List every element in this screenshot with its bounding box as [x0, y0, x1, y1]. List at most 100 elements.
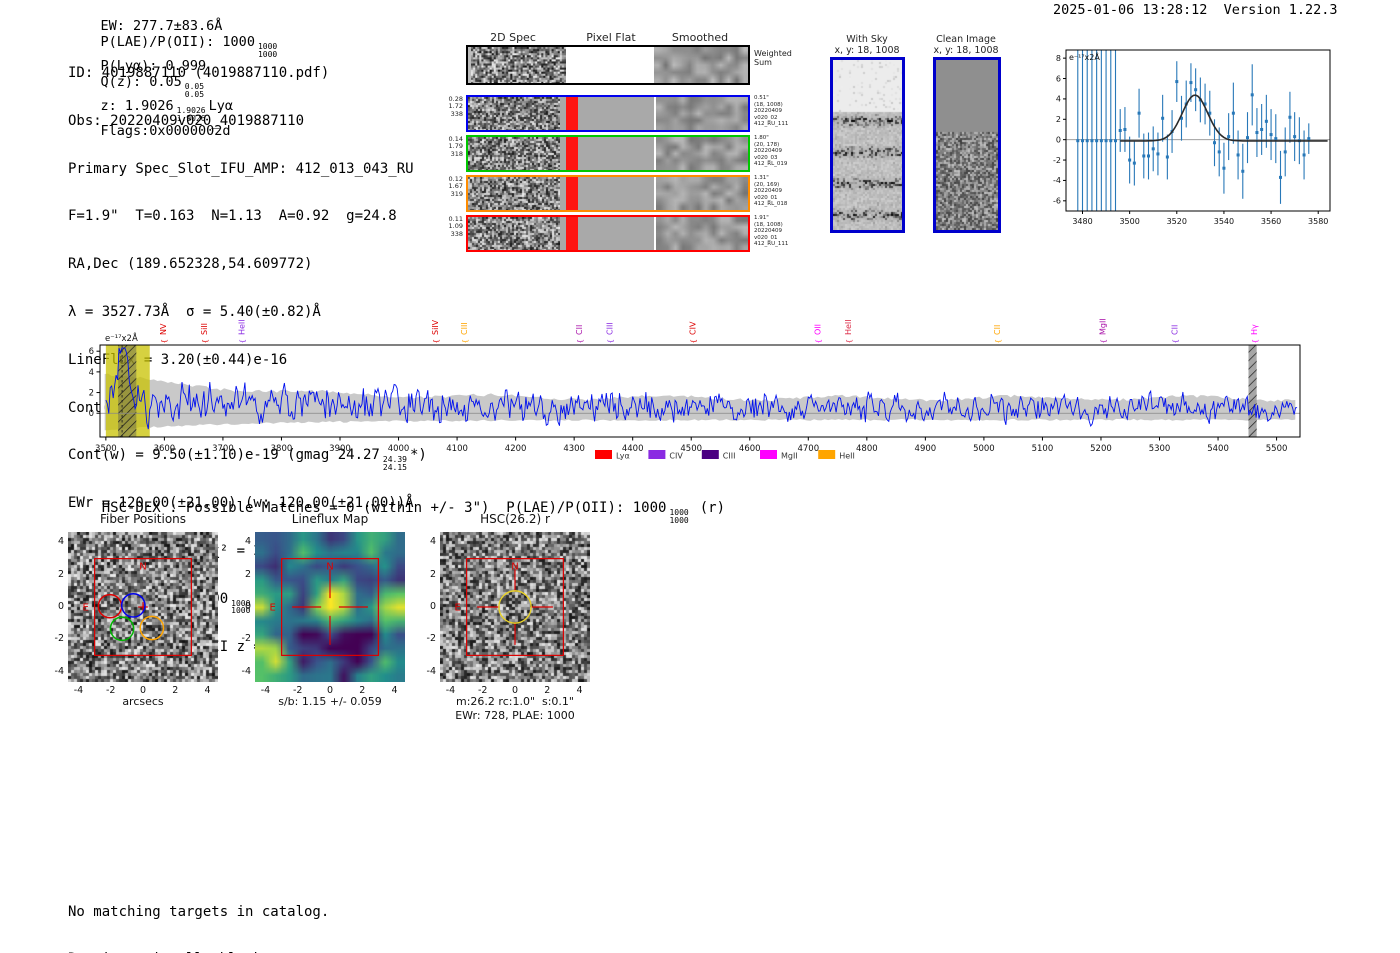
- info-line: Obs: 20220409v020_4019887110: [68, 112, 305, 129]
- svg-text:{: {: [462, 339, 470, 343]
- svg-text:4: 4: [89, 368, 94, 378]
- spec2d-row: 0.12 1.67 319 1.31" (20, 169) 20220409 v020_01…: [441, 175, 792, 212]
- clean-image-frame: [933, 57, 1001, 233]
- axis-tick-label: 4: [391, 685, 398, 696]
- withsky-title: With Sky: [846, 34, 888, 45]
- svg-text:3700: 3700: [212, 444, 234, 454]
- svg-text:2: 2: [1056, 115, 1061, 124]
- svg-text:{: {: [690, 339, 698, 343]
- lineflux-map-title: Lineflux Map: [291, 512, 369, 526]
- svg-text:5300: 5300: [1149, 444, 1171, 454]
- svg-text:-6: -6: [1053, 197, 1061, 206]
- spec2d-title-smooth: Smoothed: [671, 31, 729, 44]
- compass-north-label: N: [139, 562, 146, 573]
- spectral-line-label: CIII: [460, 322, 469, 335]
- svg-text:{: {: [1251, 339, 1259, 343]
- info-line-contw: Cont(w) = 9.50(±1.10)e-19 (gmag 24.27 24.…: [68, 447, 427, 472]
- axis-tick-label: -4: [260, 685, 271, 696]
- header-qz: Q(z): 0.05: [100, 74, 182, 91]
- fiber-circle: [139, 615, 165, 641]
- svg-text:0: 0: [89, 409, 94, 419]
- info-line: ID: 4019887110 (4019887110.pdf): [68, 65, 330, 81]
- axis-tick-label: -2: [426, 633, 436, 645]
- axis-tick-label: 0: [57, 601, 64, 612]
- svg-text:{: {: [815, 339, 823, 343]
- legend-label: MgII: [781, 452, 798, 461]
- footer-line: Row intentionally blank.: [68, 951, 329, 953]
- withsky-image-frame: [830, 57, 905, 233]
- clean-coords: x, y: 18, 1008: [933, 45, 999, 56]
- emission-line-zoom-plot: -6 -4 -2 0 2 4 6 8 3480 3500 3520 3540 3560 3580 e⁻¹⁷x…: [1053, 49, 1331, 226]
- fiber-circle: [109, 616, 135, 642]
- axis-tick-label: -2: [54, 633, 64, 645]
- spectral-line-label: HeII: [844, 319, 853, 335]
- axis-tick-label: 0: [326, 685, 334, 696]
- spectral-line-label: OII: [814, 324, 823, 335]
- compass-east-label: E: [82, 603, 88, 614]
- svg-text:{: {: [202, 339, 210, 343]
- fiber-circle: [120, 593, 146, 618]
- svg-text:3800: 3800: [271, 444, 293, 454]
- header-plya: P(Lyα): 0.999: [100, 58, 207, 75]
- svg-text:6: 6: [89, 347, 94, 357]
- weighted-sum-strip: [466, 45, 750, 85]
- svg-text:5000: 5000: [973, 444, 995, 454]
- axis-tick-label: 2: [57, 568, 64, 580]
- hsc-cutout-title: HSC(26.2) r: [480, 512, 550, 526]
- axis-tick-label: 4: [576, 685, 583, 696]
- axis-tick-label: -2: [292, 685, 303, 696]
- axis-tick-label: -4: [426, 665, 436, 677]
- spec2d-smoothed-image: [654, 47, 748, 83]
- spec2d-row-right-labels: 1.91" (18, 1008) 20220409 v020_01 412_RU_111: [754, 215, 789, 248]
- spec2d-row-left-labels: 0.28 1.72 338: [448, 95, 463, 118]
- spec2d-title-2dspec: 2D Spec: [490, 31, 536, 44]
- axis-tick-label: -4: [241, 665, 251, 677]
- header-plae-frac: 1000 1000: [257, 42, 278, 59]
- withsky-image: [833, 60, 902, 230]
- svg-text:4300: 4300: [563, 444, 585, 454]
- axis-tick-label: 2: [429, 568, 436, 580]
- axis-tick-label: 2: [244, 568, 251, 580]
- compass-east-label: E: [269, 603, 275, 614]
- svg-text:4000: 4000: [388, 444, 410, 454]
- svg-text:{: {: [607, 339, 615, 343]
- bad-column-marker: [566, 177, 578, 210]
- spec2d-noise-image: [470, 47, 566, 83]
- axis-tick-label: 4: [429, 536, 436, 548]
- hsc-cutout-overlay: NE: [454, 558, 564, 656]
- clean-title: Clean Image: [936, 34, 996, 45]
- spec2d-row-right-labels: 0.51" (18, 1008) 20220409 v020_02 412_RU_111: [754, 95, 789, 128]
- info-line: Primary Spec_Slot_IFU_AMP: 412_013_043_R…: [68, 160, 414, 177]
- fiber-circle: [97, 593, 123, 619]
- spec2d-panel: Weighted Sum 0.28 1.72 338 0.51" (18, 1008) 2…: [441, 45, 792, 255]
- axis-tick-label: 0: [429, 601, 436, 612]
- spec2d-row-right-labels: 1.80" (20, 178) 20220409 v020_03 412_RL_019: [754, 135, 788, 168]
- axis-tick-label: 0: [511, 685, 519, 696]
- info-line: EWr = 120.00(±21.00) (w: 120.00(±21.00))…: [68, 495, 414, 512]
- hsc-cutout-image: [440, 532, 590, 682]
- spec2d-row-left-labels: 0.12 1.67 319: [448, 175, 463, 198]
- spectral-line-label: CIV: [688, 321, 697, 335]
- bad-column-marker: [566, 137, 578, 170]
- svg-text:e⁻¹⁷x2Å: e⁻¹⁷x2Å: [1069, 51, 1100, 62]
- info-line: RA,Dec (189.652328,54.609772): [68, 256, 313, 273]
- axis-tick-label: 0: [244, 601, 251, 612]
- axis-tick-label: 4: [244, 536, 251, 548]
- svg-text:2: 2: [89, 389, 94, 399]
- header-z: z: 1.9026: [100, 98, 174, 115]
- svg-text:4: 4: [1056, 95, 1061, 104]
- axis-tick-label: -2: [241, 633, 251, 645]
- axis-tick-label: 4: [204, 685, 211, 696]
- axis-tick-label: 0: [139, 685, 147, 696]
- svg-text:{: {: [432, 339, 440, 343]
- fiber-positions-title: Fiber Positions: [99, 512, 187, 526]
- info-line: λ = 3527.73Å σ = 5.40(±0.82)Å: [68, 303, 321, 320]
- svg-text:3600: 3600: [154, 444, 176, 454]
- svg-text:5500: 5500: [1266, 444, 1288, 454]
- svg-text:3540: 3540: [1214, 217, 1234, 226]
- legend-label: Lyα: [616, 452, 630, 461]
- lineflux-map-overlay: NE: [269, 558, 379, 656]
- full-spectrum-plot: 3500 3600 3700 3800 3900 4000 4100 4200 4300 4400…: [89, 318, 1301, 461]
- hsc-xlabel: m:26.2 rc:1.0" s:0.1": [456, 695, 574, 708]
